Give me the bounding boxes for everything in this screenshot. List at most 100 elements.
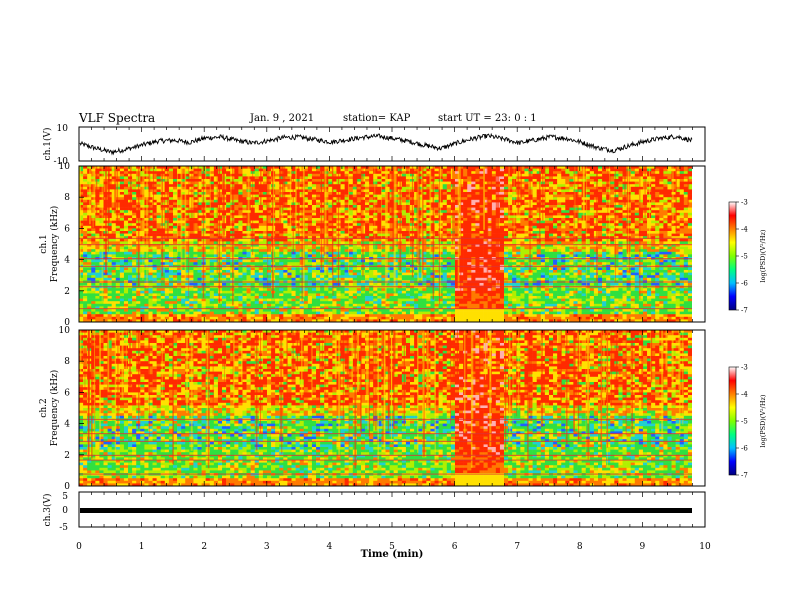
spectrogram-cell [213, 293, 219, 297]
spectrogram-cell [311, 233, 317, 237]
spectrogram-cell [79, 215, 84, 219]
spectrogram-cell [254, 186, 260, 190]
spectrogram-cell [115, 314, 121, 318]
spectrogram-cell [307, 231, 313, 234]
spectrogram-cell [328, 197, 333, 201]
spectrogram-cell [365, 316, 370, 320]
spectrogram-cell [172, 314, 178, 318]
spectrogram-cell [381, 303, 386, 307]
spectrogram-cell [340, 254, 345, 258]
spectrogram-cell [279, 309, 284, 312]
spectrogram-cell [185, 166, 190, 169]
spectrogram-cell [128, 275, 133, 279]
spectrogram-cell [128, 298, 133, 302]
spectrogram-cell [123, 212, 129, 216]
spectrogram-cell [328, 309, 333, 312]
spectrogram-cell [279, 262, 284, 266]
spectrogram-cell [405, 288, 411, 292]
spectrogram-cell [152, 309, 157, 312]
spectrogram-cell [385, 319, 390, 323]
spectrogram-cell [128, 262, 133, 266]
spectrogram-cell [262, 231, 268, 234]
spectrogram-cell [193, 290, 198, 294]
spectrogram-cell [328, 199, 333, 203]
spectrogram-cell [136, 316, 141, 320]
spectrogram-cell [205, 319, 211, 323]
spectrogram-cell [401, 290, 407, 294]
spectrogram-cell [99, 194, 104, 198]
spectrogram-cell [373, 231, 378, 234]
spectrogram-cell [217, 254, 223, 258]
spectrogram-cell [262, 301, 268, 305]
spectrogram-cell [275, 171, 280, 175]
spectrogram-cell [99, 176, 104, 180]
spectrogram-cell [283, 267, 288, 271]
spectrogram-cell [373, 254, 378, 258]
spectrogram-cell [189, 228, 194, 232]
spectrogram-cell [291, 319, 296, 323]
spectrogram-cell [287, 215, 292, 219]
spectrogram-cell [189, 306, 194, 310]
spectrogram-cell [168, 207, 174, 211]
spectrogram-cell [283, 249, 288, 253]
spectrogram-cell [405, 306, 411, 310]
spectrogram-cell [164, 319, 170, 323]
spectrogram-cell [377, 179, 382, 182]
spectrogram-cell [291, 290, 296, 294]
spectrogram-cell [352, 254, 358, 258]
spectrogram-cell [99, 267, 104, 271]
spectrogram-cell [316, 186, 321, 190]
spectrogram-cell [369, 184, 374, 188]
spectrogram-cell [238, 210, 243, 214]
spectrogram-cell [205, 212, 211, 216]
spectrogram-cell [307, 225, 313, 229]
spectrogram-cell [217, 249, 223, 253]
spectrogram-cell [128, 238, 133, 242]
spectrogram-cell [95, 306, 100, 310]
spectrogram-cell [217, 179, 223, 182]
spectrogram-cell [373, 303, 378, 307]
spectrogram-cell [352, 303, 358, 307]
spectrogram-cell [336, 303, 341, 307]
spectrogram-cell [132, 194, 137, 198]
spectrogram-cell [213, 272, 219, 276]
spectrogram-cell [275, 306, 280, 310]
spectrogram-cell [197, 251, 202, 255]
spectrogram-cell [381, 290, 386, 294]
spectrogram-cell [205, 228, 211, 232]
spectrogram-cell [148, 181, 153, 185]
spectrogram-cell [254, 192, 260, 195]
spectrogram-cell [193, 259, 198, 263]
spectrogram-cell [177, 275, 182, 279]
spectrogram-cell [414, 205, 419, 208]
spectrogram-cell [266, 306, 272, 310]
spectrogram-cell [340, 199, 345, 203]
spectrogram-cell [414, 166, 419, 169]
spectrogram-cell [152, 249, 157, 253]
spectrogram-cell [369, 316, 374, 320]
spectrogram-cell [316, 202, 321, 206]
spectrogram-cell [217, 181, 223, 185]
spectrogram-cell [258, 296, 264, 299]
spectrogram-cell [136, 319, 141, 323]
spectrogram-cell [385, 303, 390, 307]
spectrogram-cell [385, 316, 390, 320]
spectrogram-cell [226, 179, 231, 182]
spectrogram-cell [177, 223, 182, 227]
spectrogram-cell [262, 194, 268, 198]
spectrogram-cell [193, 181, 198, 185]
ch1-ytick-top: 10 [57, 124, 69, 134]
spectrogram-cell [299, 309, 305, 312]
spectrogram-cell [365, 199, 370, 203]
spectrogram-cell [365, 189, 370, 193]
spectrogram-cell [356, 199, 362, 203]
spectrogram-cell [79, 272, 84, 276]
spectrogram-cell [401, 215, 407, 219]
spectrogram-cell [119, 251, 125, 255]
spectrogram-cell [246, 314, 251, 318]
spectrogram-cell [287, 231, 292, 234]
spectrogram-cell [123, 233, 129, 237]
spectrogram-cell [152, 241, 157, 245]
spectrogram-cell [328, 225, 333, 229]
spectrogram-cell [373, 218, 378, 221]
